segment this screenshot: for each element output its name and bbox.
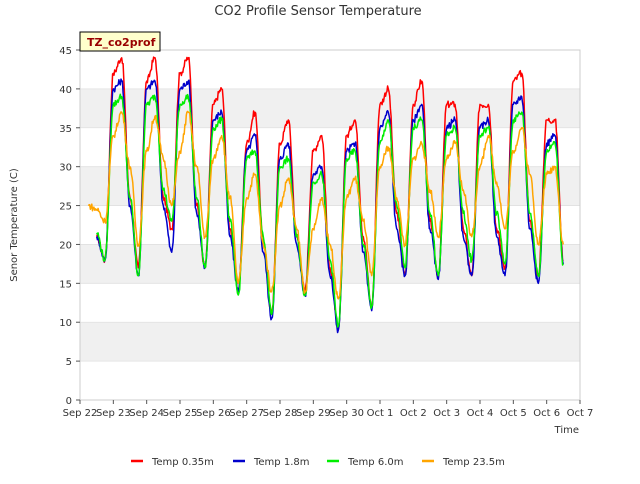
- chart-title: CO2 Profile Sensor Temperature: [214, 4, 421, 19]
- x-tick-label: Oct 5: [500, 408, 527, 419]
- grid-band: [80, 166, 580, 206]
- x-tick-label: Oct 6: [533, 408, 560, 419]
- x-tick-label: Sep 29: [296, 408, 331, 419]
- grid-band: [80, 205, 580, 245]
- legend-label: Temp 1.8m: [253, 457, 309, 468]
- x-tick-label: Sep 23: [96, 408, 131, 419]
- y-tick-label: 5: [66, 357, 72, 368]
- y-axis: 0 5 10 15 20 25 30 35 40 45: [59, 46, 80, 407]
- grid-band: [80, 283, 580, 323]
- grid-band: [80, 361, 580, 400]
- x-tick-label: Sep 28: [263, 408, 298, 419]
- x-tick-label: Oct 4: [467, 408, 494, 419]
- x-tick-label: Oct 2: [400, 408, 427, 419]
- x-tick-label: Sep 24: [129, 408, 164, 419]
- plot-area-border: [79, 49, 581, 401]
- background-bands: [80, 49, 580, 401]
- y-tick-label: 20: [59, 240, 72, 251]
- grid-band: [80, 322, 580, 362]
- series-line-temp-23-5m: [87, 110, 565, 300]
- x-tick-label: Sep 30: [329, 408, 364, 419]
- site-tag: TZ_co2prof: [79, 31, 161, 52]
- grid-band: [80, 88, 580, 128]
- series-line-temp-1-8m: [95, 78, 565, 334]
- grid-band: [80, 127, 580, 167]
- y-tick-label: 45: [59, 46, 72, 57]
- site-tag-text: TZ_co2prof: [87, 36, 156, 49]
- x-tick-label: Sep 25: [163, 408, 198, 419]
- y-tick-label: 25: [59, 202, 72, 213]
- y-tick-label: 0: [66, 396, 72, 407]
- x-tick-label: Oct 7: [567, 408, 594, 419]
- y-axis-label: Senor Temperature (C): [9, 168, 20, 282]
- x-tick-label: Sep 22: [63, 408, 98, 419]
- y-tick-label: 10: [59, 318, 72, 329]
- x-tick-label: Oct 3: [433, 408, 460, 419]
- legend-label: Temp 6.0m: [347, 457, 403, 468]
- legend: Temp 0.35m Temp 1.8m Temp 6.0m Temp 23.5m: [131, 457, 505, 468]
- x-tick-label: Sep 27: [229, 408, 264, 419]
- legend-label: Temp 23.5m: [442, 457, 505, 468]
- grid-band: [80, 50, 580, 89]
- y-tick-label: 40: [59, 85, 72, 96]
- y-tick-label: 15: [59, 279, 72, 290]
- x-axis-label: Time: [554, 425, 579, 436]
- site-tag-box: [79, 31, 161, 52]
- y-tick-label: 30: [59, 163, 72, 174]
- series-lines: [87, 56, 565, 334]
- legend-label: Temp 0.35m: [151, 457, 214, 468]
- x-tick-label: Oct 1: [367, 408, 394, 419]
- y-tick-label: 35: [59, 124, 72, 135]
- x-tick-label: Sep 26: [196, 408, 231, 419]
